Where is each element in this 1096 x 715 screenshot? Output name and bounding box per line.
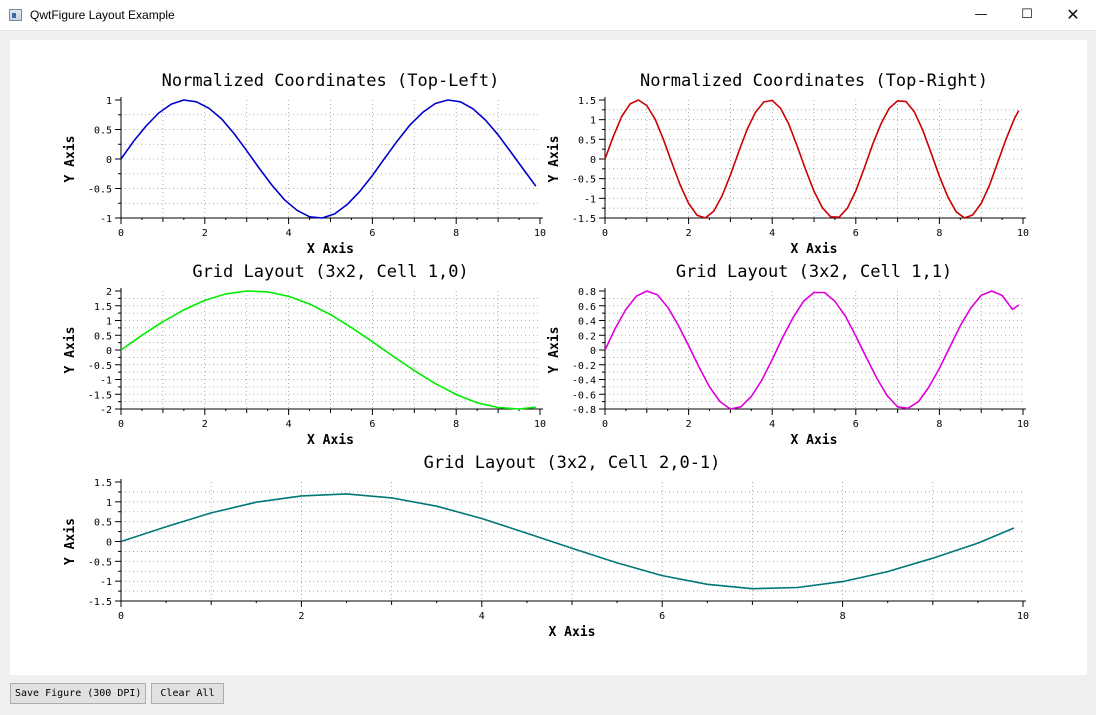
plot4-x-tick-label: 0 — [602, 419, 608, 430]
plot2-x-axis-label: X Axis — [791, 242, 838, 257]
plot4-series-line — [604, 290, 1020, 410]
plot1-x-tick-label: 2 — [202, 228, 208, 239]
title-bar: QwtFigure Layout Example — ☐ ✕ — [0, 0, 1096, 31]
plot4-y-tick-label: -0.4 — [572, 376, 596, 387]
plot4-y-tick-label: -0.6 — [572, 390, 596, 401]
plot5-x-tick-label: 10 — [1017, 611, 1029, 622]
plot3-x-tick-label: 10 — [534, 419, 546, 430]
plot2-x-tick-label: 2 — [686, 228, 692, 239]
close-icon[interactable]: ✕ — [1066, 5, 1080, 24]
plot5-y-tick-label: 1.5 — [94, 478, 112, 489]
plot1-x-tick-label: 10 — [534, 228, 546, 239]
plot5-x-tick-label: 6 — [659, 611, 665, 622]
plot1-series-line — [120, 99, 537, 219]
plot3-y-tick-label: 1 — [106, 317, 112, 328]
plot5-y-axis-label: Y Axis — [63, 518, 78, 565]
plot3-y-tick-label: 0.5 — [94, 331, 112, 342]
plot1-x-tick-label: 8 — [453, 228, 459, 239]
plot2-x-tick-label: 6 — [853, 228, 859, 239]
minimize-icon[interactable]: — — [974, 7, 988, 22]
plot4-y-tick-label: 0.8 — [578, 287, 596, 298]
plot4-y-tick-label: -0.2 — [572, 361, 596, 372]
plot3-x-tick-label: 6 — [369, 419, 375, 430]
plot1-y-tick-label: -0.5 — [88, 185, 112, 196]
plot4-x-tick-label: 2 — [686, 419, 692, 430]
plot4-y-axis-label: Y Axis — [547, 327, 562, 374]
plot1-x-tick-label: 0 — [118, 228, 124, 239]
clear-all-button[interactable]: Clear All — [151, 683, 224, 704]
plot4-x-axis-label: X Axis — [791, 433, 838, 448]
plot4-x-tick-label: 6 — [853, 419, 859, 430]
plot2-y-tick-label: 0.5 — [578, 135, 596, 146]
window-title: QwtFigure Layout Example — [30, 8, 175, 22]
plot4-title: Grid Layout (3x2, Cell 1,1) — [676, 262, 952, 282]
plot3-y-axis-label: Y Axis — [63, 327, 78, 374]
plot2-x-tick-label: 4 — [769, 228, 775, 239]
plot1-x-tick-label: 4 — [286, 228, 292, 239]
plot5-y-tick-label: -1.5 — [88, 597, 112, 608]
plot2-y-tick-label: -1.5 — [572, 214, 596, 225]
plot1-y-tick-label: 1 — [106, 96, 112, 107]
save-figure-button[interactable]: Save Figure (300 DPI) — [10, 683, 147, 704]
figure-canvas: 0 2 4 6 8 10 -1 -0.5 0 0.5 1 Normalized Coordinates… — [10, 40, 1087, 675]
plot1-title: Normalized Coordinates (Top-Left) — [162, 71, 500, 91]
plot4-x-tick-label: 8 — [936, 419, 942, 430]
plot2-y-tick-label: -0.5 — [572, 175, 596, 186]
plot4-y-tick-label: 0.2 — [578, 331, 596, 342]
plot2-title: Normalized Coordinates (Top-Right) — [640, 71, 988, 91]
plot3-x-tick-label: 8 — [453, 419, 459, 430]
maximize-icon[interactable]: ☐ — [1021, 7, 1033, 22]
plot3-series-line — [120, 290, 536, 410]
plot3-y-tick-label: 2 — [106, 287, 112, 298]
plot5-y-tick-label: 1 — [106, 498, 112, 509]
plot4-x-tick-label: 10 — [1017, 419, 1029, 430]
plot3-y-tick-label: -0.5 — [88, 361, 112, 372]
plot3-y-tick-label: -2 — [100, 405, 112, 416]
plot3-title: Grid Layout (3x2, Cell 1,0) — [192, 262, 468, 282]
plot2-y-tick-label: 0 — [590, 155, 596, 166]
plot2-y-tick-label: -1 — [584, 194, 596, 205]
plot1-x-axis-label: X Axis — [307, 242, 354, 257]
plot5-series-line — [120, 493, 1015, 590]
plot4-x-tick-label: 4 — [769, 419, 775, 430]
plot5-y-tick-label: -0.5 — [88, 557, 112, 568]
plot1-y-axis-label: Y Axis — [63, 136, 78, 183]
plot5-y-tick-label: -1 — [100, 577, 112, 588]
plot3-x-tick-label: 4 — [286, 419, 292, 430]
plot1-x-tick-label: 6 — [369, 228, 375, 239]
plot3-y-tick-label: 1.5 — [94, 302, 112, 313]
plot2-x-tick-label: 8 — [936, 228, 942, 239]
plot2-y-tick-label: 1.5 — [578, 96, 596, 107]
app-icon — [9, 9, 22, 21]
plot4-y-tick-label: 0.4 — [578, 317, 596, 328]
plot1-y-tick-label: -1 — [100, 214, 112, 225]
plot5-x-tick-label: 0 — [118, 611, 124, 622]
plot2-x-tick-label: 10 — [1017, 228, 1029, 239]
plot3-y-tick-label: 0 — [106, 346, 112, 357]
plot4-y-tick-label: 0.6 — [578, 302, 596, 313]
plot3-x-tick-label: 0 — [118, 419, 124, 430]
plot5-title: Grid Layout (3x2, Cell 2,0-1) — [424, 453, 721, 473]
plot5-x-tick-label: 8 — [840, 611, 846, 622]
plot5-y-tick-label: 0.5 — [94, 518, 112, 529]
plot5-y-tick-label: 0 — [106, 538, 112, 549]
plot2-series-line — [604, 99, 1020, 219]
plot5-x-tick-label: 4 — [479, 611, 485, 622]
plot4-y-tick-label: -0.8 — [572, 405, 596, 416]
plot1-y-tick-label: 0.5 — [94, 126, 112, 137]
plot3-x-axis-label: X Axis — [307, 433, 354, 448]
plot4-y-tick-label: 0 — [590, 346, 596, 357]
plot2-y-tick-label: 1 — [590, 116, 596, 127]
plot5-x-axis-label: X Axis — [549, 625, 596, 640]
plot3-y-tick-label: -1.5 — [88, 390, 112, 401]
plot5-x-tick-label: 2 — [298, 611, 304, 622]
plot3-y-tick-label: -1 — [100, 376, 112, 387]
plot2-y-axis-label: Y Axis — [547, 136, 562, 183]
plot2-x-tick-label: 0 — [602, 228, 608, 239]
plot1-y-tick-label: 0 — [106, 155, 112, 166]
plot3-x-tick-label: 2 — [202, 419, 208, 430]
